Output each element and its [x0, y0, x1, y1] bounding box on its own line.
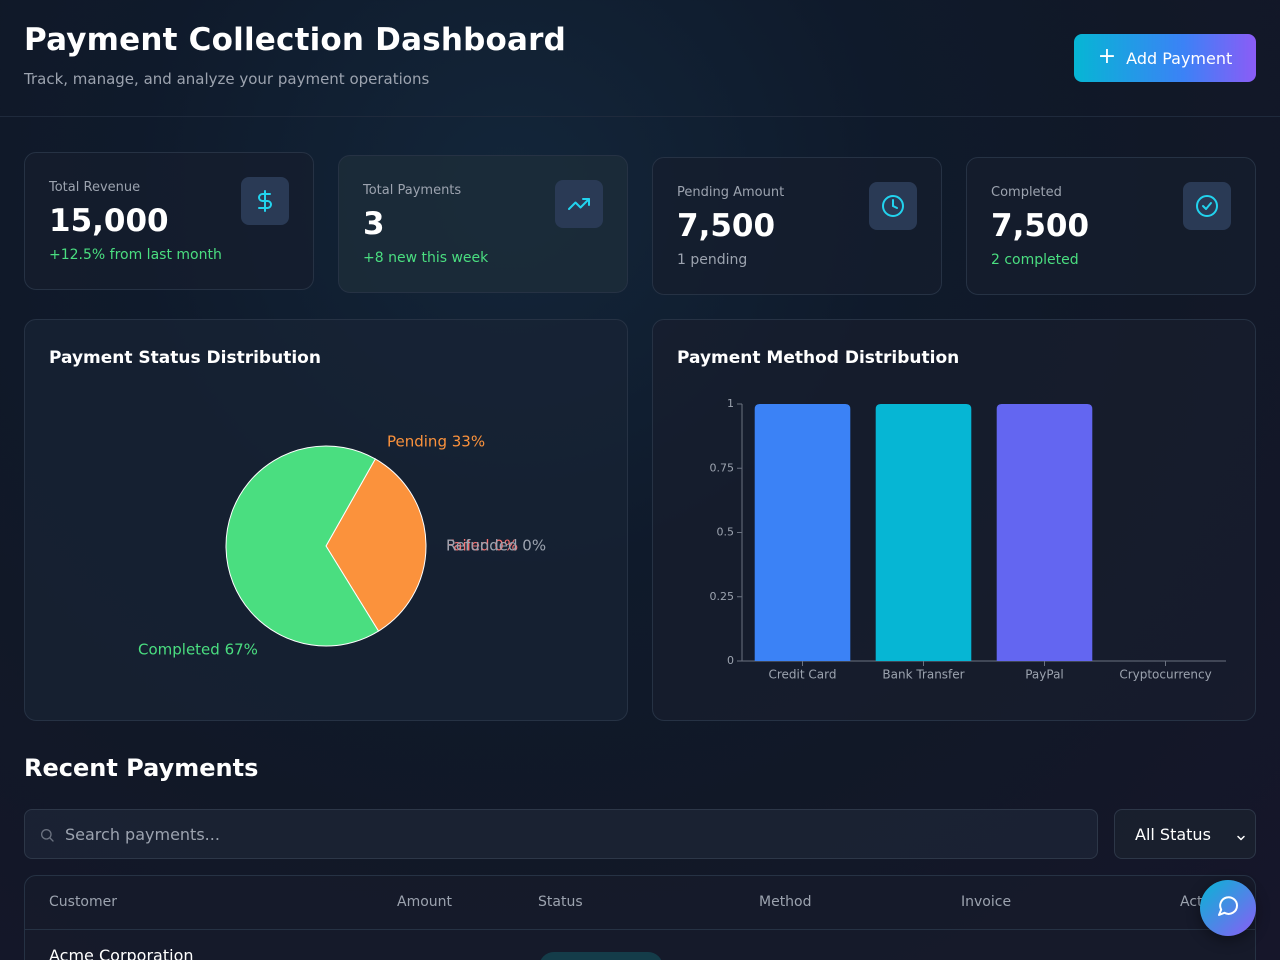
stat-value: 7,500 [991, 208, 1090, 244]
x-tick-label: Credit Card [769, 668, 837, 682]
recent-payments-title: Recent Payments [24, 754, 259, 782]
method-bar-chart: 0 0.25 0.5 0.75 1 Credit Card Bank Transfer Pay… [710, 397, 1226, 682]
x-tick-label: Bank Transfer [882, 668, 964, 682]
chat-button[interactable] [1200, 880, 1256, 936]
payments-table: Customer Amount Status Method Invoice Ac… [24, 875, 1256, 960]
stat-label: Pending Amount [677, 185, 785, 200]
divider [25, 929, 1255, 930]
panel-title: Payment Method Distribution [677, 348, 960, 368]
check-circle-icon [1183, 182, 1231, 230]
stat-value: 7,500 [677, 208, 776, 244]
pie-label-pending: Pending 33% [387, 433, 485, 451]
bar-paypal[interactable] [996, 404, 1093, 661]
column-header-status[interactable]: Status [538, 894, 583, 910]
status-filter-value: All Status [1135, 824, 1211, 844]
dollar-icon [241, 177, 289, 225]
panel-title: Payment Status Distribution [49, 348, 321, 368]
search-icon [39, 827, 55, 847]
y-tick-label: 0.5 [717, 526, 735, 539]
plus-icon: + [1097, 44, 1117, 69]
chevron-down-icon [1235, 829, 1247, 848]
pie-label-completed: Completed 67% [138, 641, 258, 659]
stat-label: Total Revenue [49, 180, 141, 195]
status-filter-select[interactable]: All Status [1114, 809, 1256, 859]
stat-card-total-payments: Total Payments 3 +8 new this week [338, 155, 628, 293]
column-header-amount[interactable]: Amount [397, 894, 453, 910]
stat-label: Completed [991, 185, 1062, 200]
y-tick-label: 0.75 [710, 461, 735, 474]
search-input[interactable] [65, 810, 1085, 858]
stat-card-total-revenue: Total Revenue 15,000 +12.5% from last mo… [24, 152, 314, 290]
stat-card-pending-amount: Pending Amount 7,500 1 pending [652, 157, 942, 295]
bar-credit-card[interactable] [754, 404, 851, 661]
stat-value: 3 [363, 206, 385, 242]
x-tick-label: Cryptocurrency [1119, 668, 1211, 682]
trending-up-icon [555, 180, 603, 228]
stat-note: +8 new this week [363, 250, 489, 266]
clock-icon [869, 182, 917, 230]
status-badge [539, 952, 663, 960]
stat-note: 2 completed [991, 252, 1079, 268]
add-payment-button[interactable]: + Add Payment [1074, 34, 1256, 82]
column-header-method[interactable]: Method [759, 894, 812, 910]
bar-bank-transfer[interactable] [875, 404, 972, 661]
y-tick-label: 1 [727, 397, 734, 410]
add-payment-label: Add Payment [1126, 48, 1233, 68]
page-title: Payment Collection Dashboard [24, 22, 567, 58]
page-header: Payment Collection Dashboard Track, mana… [0, 0, 1280, 117]
column-header-customer[interactable]: Customer [49, 894, 118, 910]
pie-label-failed: Failed 0% [446, 537, 518, 555]
stat-card-completed: Completed 7,500 2 completed [966, 157, 1256, 295]
stat-value: 15,000 [49, 203, 169, 239]
search-box [24, 809, 1098, 859]
stat-note: 1 pending [677, 252, 748, 268]
y-tick-label: 0.25 [710, 590, 735, 603]
stat-note: +12.5% from last month [49, 247, 222, 263]
status-distribution-panel: Payment Status Distribution Pending 33% C… [24, 319, 628, 721]
stat-label: Total Payments [363, 183, 462, 198]
y-tick-label: 0 [727, 654, 734, 667]
pie-label-refunded: Refunded 0% [446, 537, 546, 555]
x-tick-label: PayPal [1025, 668, 1064, 682]
method-distribution-panel: Payment Method Distribution 0 0.25 0.5 0.75… [652, 319, 1256, 721]
pie-slice-completed[interactable] [225, 445, 380, 647]
column-header-invoice[interactable]: Invoice [961, 894, 1012, 910]
chat-icon [1216, 894, 1240, 922]
page-subtitle: Track, manage, and analyze your payment … [24, 70, 430, 88]
table-row-customer: Acme Corporation [49, 946, 194, 960]
status-pie-chart: Pending 33% Completed 67% Failed 0%Refunde… [138, 433, 546, 659]
